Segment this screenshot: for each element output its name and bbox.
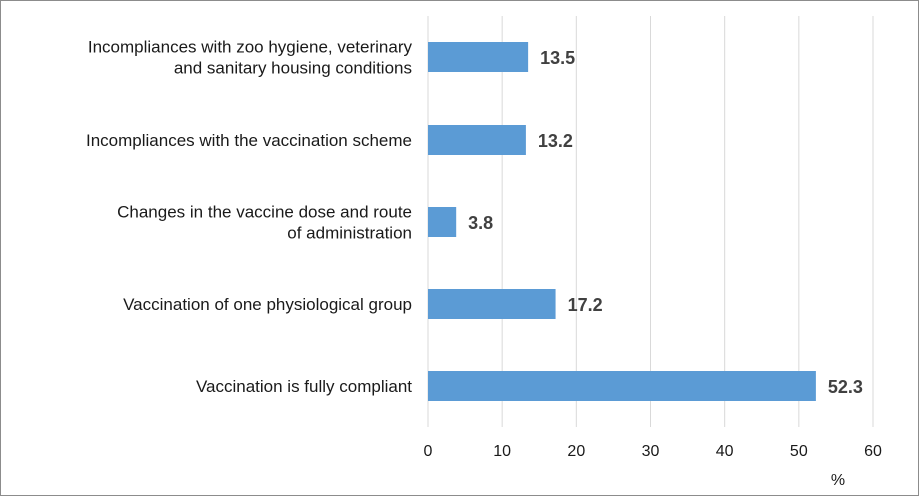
x-tick-label: 30	[642, 443, 660, 460]
category-label-line: Changes in the vaccine dose and route	[117, 203, 412, 222]
bar	[428, 207, 457, 237]
x-tick-label: 10	[493, 443, 511, 460]
category-label-line: Vaccination of one physiological group	[123, 295, 412, 314]
category-label: Vaccination of one physiological group	[123, 295, 412, 314]
x-tick-label: 20	[567, 443, 585, 460]
value-label: 13.2	[538, 131, 573, 151]
category-label: Vaccination is fully compliant	[196, 377, 412, 396]
value-label: 17.2	[568, 295, 603, 315]
x-tick-label: 50	[790, 443, 808, 460]
bars	[428, 42, 816, 401]
bar	[428, 42, 529, 72]
category-label-line: Vaccination is fully compliant	[196, 377, 412, 396]
gridlines	[427, 16, 874, 427]
category-label: Changes in the vaccine dose and route of …	[117, 203, 412, 243]
x-tick-label: 0	[424, 443, 433, 460]
category-label-line: Incompliances with zoo hygiene, veterina…	[88, 38, 413, 57]
labels: 0 10 20 30 40 50 60% 13.5 Incompliances with zoo…	[86, 38, 882, 490]
value-label: 3.8	[468, 213, 493, 233]
category-label: Incompliances with the vaccination schem…	[86, 131, 412, 150]
x-tick-label: 60	[864, 443, 882, 460]
value-label: 13.5	[540, 48, 575, 68]
x-tick-label: 40	[716, 443, 734, 460]
category-label-line: of administration	[287, 224, 412, 243]
bar	[428, 289, 556, 319]
x-unit-label: %	[831, 472, 845, 489]
bar	[428, 371, 816, 401]
value-label: 52.3	[828, 377, 863, 397]
category-label-line: and sanitary housing conditions	[174, 59, 412, 78]
bar	[428, 125, 526, 155]
category-label: Incompliances with zoo hygiene, veterina…	[88, 38, 413, 78]
category-label-line: Incompliances with the vaccination schem…	[86, 131, 412, 150]
